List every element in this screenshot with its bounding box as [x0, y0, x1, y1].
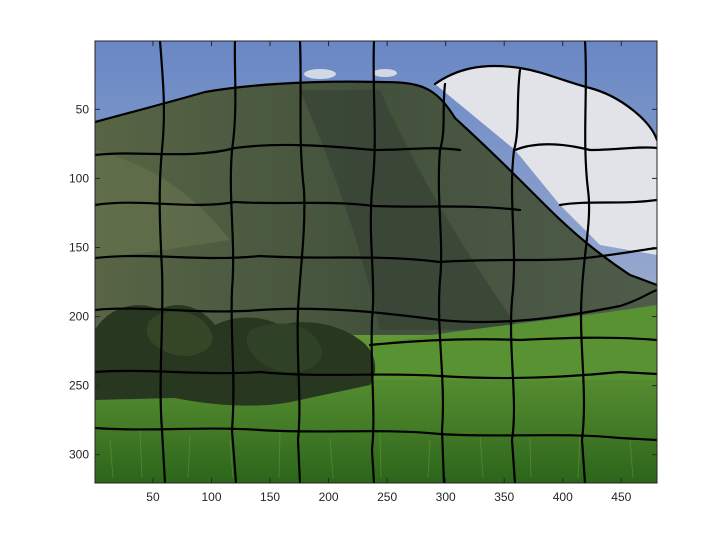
grass-texture	[109, 429, 634, 479]
mountain-shadow	[300, 90, 520, 330]
x-tick-label: 100	[201, 490, 221, 504]
y-tick-label: 200	[69, 310, 89, 324]
x-tick-label: 350	[494, 490, 514, 504]
x-tick-label: 150	[260, 490, 280, 504]
y-axis: 50 100 150 200 250 300	[69, 102, 657, 462]
y-tick-label: 300	[69, 448, 89, 462]
x-tick-label: 50	[146, 490, 160, 504]
y-tick-label: 250	[69, 379, 89, 393]
photo-image	[95, 41, 657, 483]
small-cloud	[373, 69, 397, 77]
x-tick-label: 200	[319, 490, 339, 504]
cloud-region	[435, 65, 657, 255]
small-cloud	[304, 69, 336, 79]
x-axis: 50 100 150 200 250 300 350 400 450	[146, 41, 632, 504]
x-tick-label: 400	[553, 490, 573, 504]
x-tick-label: 300	[436, 490, 456, 504]
axes-frame	[94, 40, 658, 484]
x-tick-label: 250	[377, 490, 397, 504]
ridge-highlight	[95, 150, 230, 260]
superpixel-boundaries	[95, 41, 657, 483]
tree-canopy	[146, 311, 213, 356]
x-tick-label: 450	[611, 490, 631, 504]
y-tick-label: 150	[69, 240, 89, 254]
y-tick-label: 100	[69, 171, 89, 185]
y-tick-label: 50	[76, 102, 90, 116]
tree-canopy	[246, 323, 322, 373]
overlay-tint	[95, 41, 657, 483]
